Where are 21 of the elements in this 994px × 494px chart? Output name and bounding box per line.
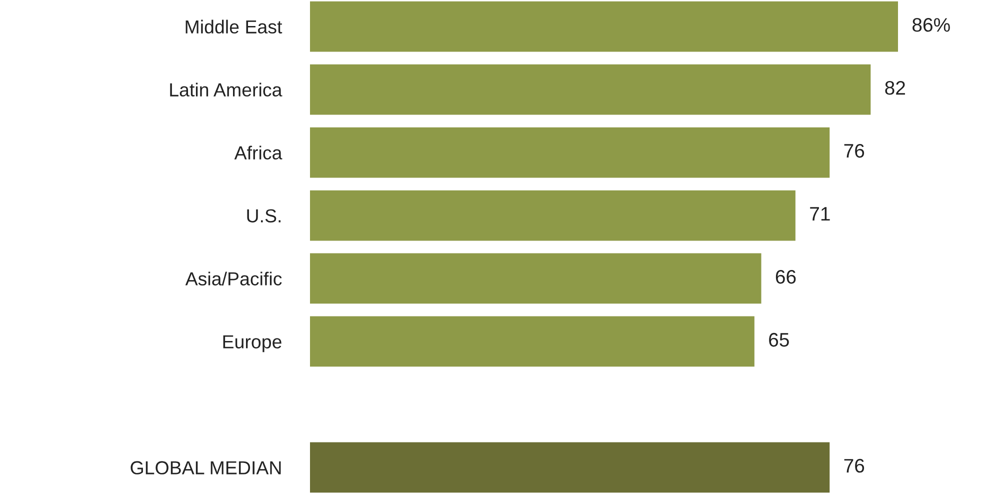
data-label: 82 xyxy=(885,80,905,95)
data-label: 66 xyxy=(776,270,796,284)
y-tick-label: Middle East xyxy=(186,20,282,34)
bar xyxy=(310,127,830,178)
data-label: 65 xyxy=(769,332,789,347)
bar xyxy=(310,253,762,304)
data-label: 76 xyxy=(844,144,864,158)
data-label: 86% xyxy=(912,18,950,32)
bar xyxy=(310,64,871,115)
y-tick-label: Latin America xyxy=(170,82,282,97)
bar xyxy=(310,190,796,241)
y-tick-label: U.S. xyxy=(247,209,281,222)
data-label: 76 xyxy=(844,458,864,473)
bar xyxy=(310,1,898,52)
data-label: 71 xyxy=(810,207,830,221)
y-tick-label: Europe xyxy=(223,335,282,352)
y-tick-label: Asia/Pacific xyxy=(185,272,282,286)
bar xyxy=(310,442,830,493)
bar xyxy=(310,316,754,367)
y-tick-label: GLOBAL MEDIAN xyxy=(130,461,281,474)
y-tick-label: Africa xyxy=(234,146,282,160)
